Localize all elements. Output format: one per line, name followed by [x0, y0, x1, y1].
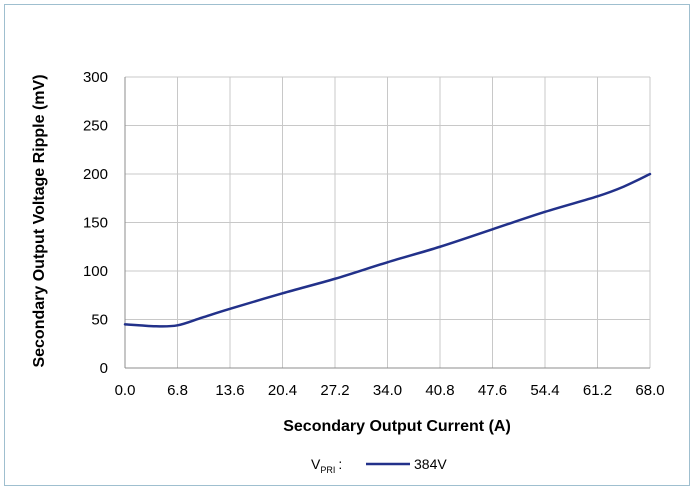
x-tick-label: 0.0 — [115, 382, 136, 399]
x-tick-label: 40.8 — [425, 382, 454, 399]
series-lines — [123, 172, 652, 328]
x-tick-labels: 0.0 6.8 13.6 20.4 27.2 34.0 40.8 47.6 54.4 61.2 68… — [115, 382, 665, 399]
x-tick-label: 54.4 — [530, 382, 559, 399]
legend-prefix: VPRI: — [311, 456, 342, 475]
y-axis-title: Secondary Output Voltage Ripple (mV) — [31, 74, 48, 367]
y-tick-label: 200 — [83, 166, 108, 183]
y-tick-label: 0 — [100, 360, 108, 377]
legend-label-series-0: 384V — [414, 456, 447, 472]
y-tick-label: 50 — [91, 312, 108, 329]
x-tick-label: 34.0 — [373, 382, 402, 399]
x-tick-label: 61.2 — [583, 382, 612, 399]
x-axis-title: Secondary Output Current (A) — [283, 418, 511, 435]
y-tick-labels: 0 50 100 150 200 250 300 — [83, 69, 108, 377]
legend-prefix-subscript: PRI — [320, 465, 335, 475]
x-tick-label: 6.8 — [167, 382, 188, 399]
y-tick-label: 250 — [83, 118, 108, 135]
y-tick-label: 100 — [83, 263, 108, 280]
series-line-0 — [123, 172, 652, 328]
grid-lines — [125, 76, 651, 368]
x-tick-label: 13.6 — [215, 382, 244, 399]
y-tick-label: 300 — [83, 69, 108, 86]
x-tick-label: 47.6 — [478, 382, 507, 399]
legend-prefix-main: V — [311, 456, 321, 472]
y-tick-label: 150 — [83, 215, 108, 232]
axes — [124, 77, 650, 369]
x-tick-label: 68.0 — [635, 382, 664, 399]
x-tick-label: 20.4 — [268, 382, 297, 399]
legend-separator: : — [338, 456, 342, 472]
legend: VPRI: 384V — [311, 456, 447, 475]
chart-frame — [4, 4, 690, 486]
x-tick-label: 27.2 — [320, 382, 349, 399]
